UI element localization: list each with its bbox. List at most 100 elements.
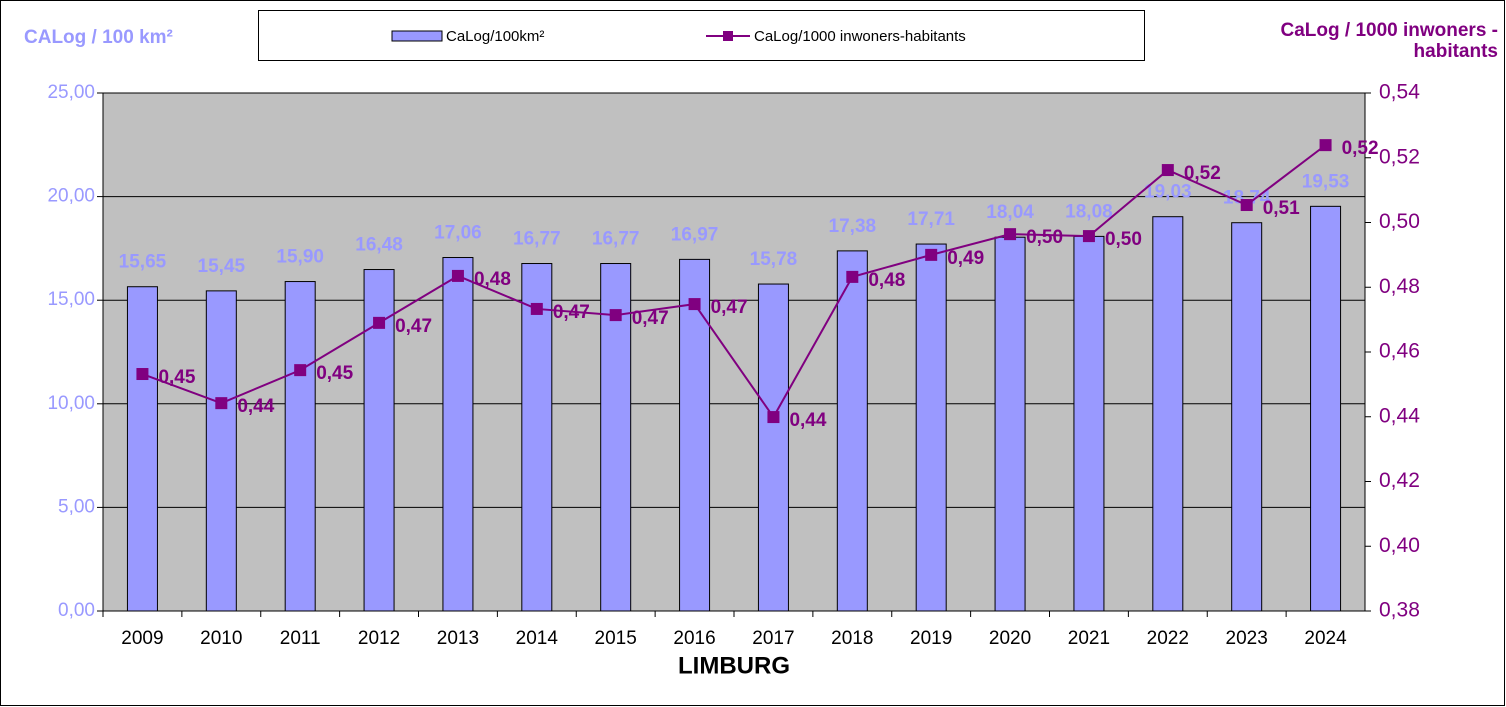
legend-label: CaLog/1000 inwoners-habitants xyxy=(754,28,966,45)
bar xyxy=(205,290,237,612)
y2-axis-title: CaLog / 1000 inwoners - habitants xyxy=(1280,20,1499,62)
line-marker xyxy=(294,364,307,377)
x-tick-label: 2023 xyxy=(1226,628,1268,649)
line-value-label: 0,47 xyxy=(395,316,432,337)
y2-tick-label: 0,38 xyxy=(1379,599,1420,622)
bar-value-label: 18,74 xyxy=(1223,188,1271,209)
line-marker xyxy=(609,309,622,322)
line-value-label: 0,50 xyxy=(1026,227,1063,248)
y2-tick-label: 0,44 xyxy=(1379,404,1420,427)
legend-label: CaLog/100km² xyxy=(446,28,544,45)
y2-tick-label: 0,46 xyxy=(1379,340,1420,363)
line-value-label: 0,49 xyxy=(947,248,984,269)
x-tick-label: 2019 xyxy=(910,628,952,649)
line-marker xyxy=(688,298,701,311)
line-marker xyxy=(1240,199,1253,212)
line-value-label: 0,45 xyxy=(316,363,353,384)
y2-tick-label: 0,50 xyxy=(1379,210,1420,233)
bar xyxy=(679,258,711,612)
line-marker xyxy=(1004,228,1017,241)
x-tick-label: 2012 xyxy=(358,628,400,649)
x-tick-label: 2011 xyxy=(280,628,321,649)
line xyxy=(142,144,1327,419)
bar xyxy=(915,243,947,612)
line-value-label: 0,44 xyxy=(237,396,274,417)
bar xyxy=(757,283,789,612)
bar xyxy=(1310,205,1342,612)
line-value-label: 0,52 xyxy=(1342,138,1379,159)
x-tick-label: 2013 xyxy=(437,628,479,649)
legend-swatch xyxy=(391,30,443,42)
y-axis-title: CALog / 100 km² xyxy=(24,27,173,48)
bar xyxy=(442,257,474,612)
line-marker xyxy=(1319,139,1332,152)
y2-tick-label: 0,48 xyxy=(1379,275,1420,298)
x-tick-label: 2024 xyxy=(1304,628,1347,649)
bar-value-label: 19,03 xyxy=(1144,182,1192,203)
x-tick-label: 2009 xyxy=(121,628,163,649)
bar-value-label: 15,78 xyxy=(750,249,798,270)
bar-value-label: 16,97 xyxy=(671,224,719,245)
line-value-label: 0,44 xyxy=(789,410,826,431)
y2-tick-label: 0,52 xyxy=(1379,145,1420,168)
line-value-label: 0,51 xyxy=(1263,198,1300,219)
line-marker xyxy=(1082,230,1095,243)
y-tick-label: 25,00 xyxy=(47,82,95,103)
line-value-label: 0,47 xyxy=(632,308,669,329)
y-tick-label: 15,00 xyxy=(47,289,95,310)
bar-value-label: 16,48 xyxy=(355,235,403,256)
x-axis-title: LIMBURG xyxy=(678,652,790,679)
line-value-label: 0,45 xyxy=(158,367,195,388)
bar xyxy=(836,250,868,612)
line-marker xyxy=(373,316,386,329)
line-marker xyxy=(767,411,780,424)
bar xyxy=(1073,235,1105,612)
line-marker xyxy=(530,302,543,315)
bar xyxy=(126,286,158,612)
y-tick-label: 10,00 xyxy=(47,393,95,414)
bar-value-label: 18,04 xyxy=(986,202,1034,223)
line-marker xyxy=(846,270,859,283)
line-value-label: 0,47 xyxy=(711,297,748,318)
line-marker xyxy=(1161,164,1174,177)
x-tick-label: 2022 xyxy=(1147,628,1189,649)
bar-value-label: 17,38 xyxy=(829,216,877,237)
line-marker xyxy=(451,269,464,282)
x-tick-label: 2017 xyxy=(752,628,794,649)
bar xyxy=(994,236,1026,612)
bar-value-label: 15,90 xyxy=(276,247,324,268)
line-value-label: 0,48 xyxy=(868,270,905,291)
line-marker xyxy=(136,368,149,381)
x-tick-label: 2020 xyxy=(989,628,1031,649)
bar-value-label: 16,77 xyxy=(513,229,561,250)
legend-box xyxy=(258,10,1145,61)
y2-tick-label: 0,54 xyxy=(1379,81,1420,104)
line-marker xyxy=(925,248,938,261)
line-value-label: 0,48 xyxy=(474,269,511,290)
legend-marker xyxy=(723,31,733,41)
y-tick-label: 20,00 xyxy=(47,186,95,207)
x-tick-label: 2014 xyxy=(516,628,559,649)
line-value-label: 0,52 xyxy=(1184,163,1221,184)
y-tick-label: 0,00 xyxy=(58,600,95,621)
bar xyxy=(521,263,553,612)
bar-value-label: 17,71 xyxy=(907,209,955,230)
bar-value-label: 17,06 xyxy=(434,223,482,244)
x-tick-label: 2021 xyxy=(1068,628,1110,649)
bar-value-label: 15,65 xyxy=(119,252,167,273)
line-value-label: 0,50 xyxy=(1105,229,1142,250)
bar xyxy=(284,281,316,612)
y2-tick-label: 0,40 xyxy=(1379,534,1420,557)
line-marker xyxy=(215,397,228,410)
bar-value-label: 16,77 xyxy=(592,229,640,250)
bar-value-label: 15,45 xyxy=(198,256,246,277)
bar xyxy=(1152,216,1184,612)
x-tick-label: 2016 xyxy=(673,628,715,649)
bar-value-label: 18,08 xyxy=(1065,201,1113,222)
x-tick-label: 2010 xyxy=(200,628,242,649)
bar-value-label: 19,53 xyxy=(1302,171,1350,192)
line-value-label: 0,47 xyxy=(553,302,590,323)
y-tick-label: 5,00 xyxy=(58,496,95,517)
